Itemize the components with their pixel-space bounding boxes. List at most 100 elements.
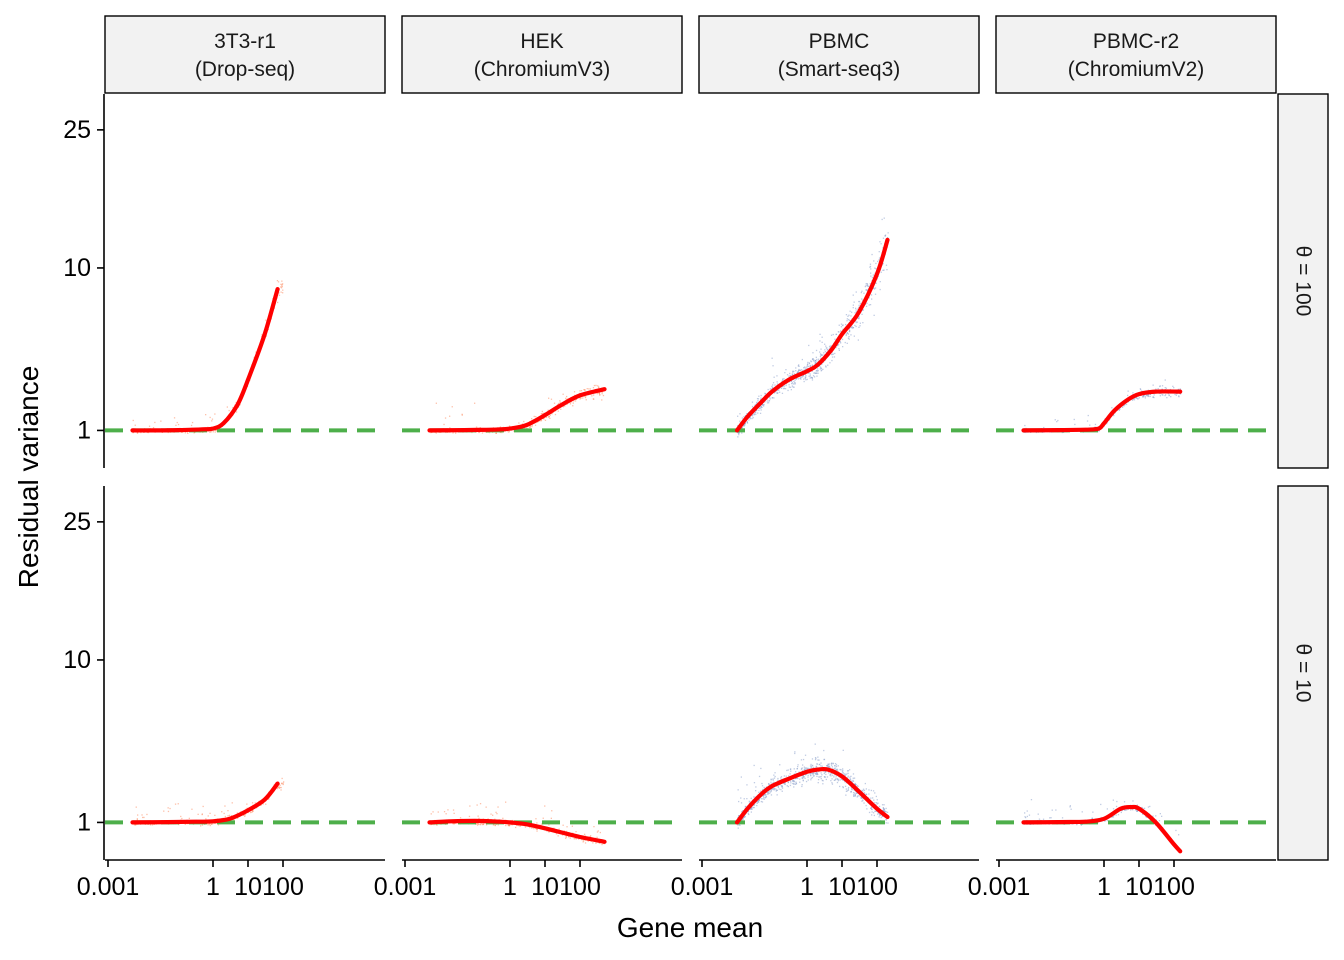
data-point — [481, 822, 483, 824]
data-point — [822, 783, 824, 785]
data-point — [1164, 394, 1166, 397]
data-point — [588, 388, 590, 390]
data-point — [565, 835, 567, 837]
data-point — [865, 305, 868, 307]
data-point — [574, 837, 576, 840]
data-point — [819, 763, 821, 766]
data-point — [806, 768, 809, 771]
data-point — [816, 375, 818, 377]
data-point — [858, 317, 860, 319]
column-title-2: PBMC — [809, 30, 870, 53]
data-point — [864, 285, 866, 288]
data-point — [738, 434, 740, 436]
data-point — [873, 814, 875, 817]
data-point — [793, 373, 796, 375]
data-point — [810, 767, 812, 769]
data-point — [558, 828, 560, 830]
data-point — [568, 836, 570, 838]
data-point — [748, 802, 751, 804]
data-point — [794, 783, 797, 785]
data-point — [836, 781, 839, 784]
data-point — [804, 373, 807, 376]
data-point — [856, 792, 858, 794]
data-point — [762, 794, 765, 797]
data-point — [1167, 393, 1169, 395]
data-point — [779, 764, 781, 766]
data-point — [177, 803, 179, 805]
data-point — [478, 431, 480, 434]
data-point — [763, 405, 765, 407]
data-point — [814, 759, 817, 761]
data-point — [879, 281, 881, 283]
data-point — [793, 780, 795, 783]
data-point — [767, 388, 769, 391]
data-point — [820, 370, 822, 372]
data-point — [811, 765, 813, 767]
data-point — [447, 809, 449, 811]
data-point — [870, 797, 872, 799]
data-point — [876, 799, 878, 801]
data-point — [789, 375, 791, 377]
data-point — [797, 371, 799, 373]
data-point — [765, 796, 767, 798]
data-point — [519, 825, 521, 827]
data-point — [1136, 804, 1138, 806]
data-point — [783, 782, 785, 784]
column-strip-3: PBMC-r2 (ChromiumV2) — [995, 15, 1277, 94]
data-point — [505, 824, 507, 827]
data-point — [777, 785, 779, 787]
data-point — [763, 798, 765, 800]
data-point — [221, 811, 223, 813]
data-point — [1038, 818, 1041, 820]
data-point — [817, 779, 820, 781]
data-point — [781, 385, 783, 388]
data-point — [823, 758, 825, 761]
data-point — [1127, 394, 1129, 397]
data-point — [153, 823, 155, 825]
data-point — [781, 387, 783, 389]
data-point — [861, 800, 863, 802]
data-point — [550, 398, 553, 400]
data-point — [573, 391, 576, 393]
data-point — [810, 360, 812, 362]
data-point — [521, 423, 524, 425]
data-point — [598, 842, 600, 844]
data-point — [756, 398, 759, 400]
data-point — [756, 801, 759, 803]
data-point — [848, 786, 850, 789]
data-point — [828, 772, 830, 774]
data-point — [760, 406, 762, 408]
data-point — [492, 824, 495, 826]
data-point — [866, 289, 868, 291]
data-point — [876, 803, 878, 805]
data-point — [771, 397, 774, 399]
data-point — [1026, 815, 1028, 818]
data-point — [820, 348, 822, 350]
data-point — [861, 290, 863, 292]
data-point — [482, 823, 484, 825]
data-point — [840, 330, 842, 332]
data-point — [815, 349, 818, 352]
data-point — [597, 830, 599, 832]
column-subtitle-0: (Drop-seq) — [195, 58, 295, 81]
data-point — [1170, 396, 1172, 398]
data-point — [848, 338, 850, 340]
data-point — [555, 833, 558, 835]
data-point — [755, 790, 757, 792]
data-point — [1136, 397, 1138, 399]
data-point — [878, 816, 880, 818]
data-point — [887, 822, 889, 824]
data-point — [796, 377, 798, 379]
data-point — [209, 812, 211, 814]
trend-line — [1021, 389, 1183, 433]
data-point — [789, 780, 792, 782]
data-point — [597, 385, 599, 387]
data-point — [534, 424, 537, 426]
data-point — [281, 777, 283, 780]
data-point — [569, 402, 571, 404]
data-point — [875, 795, 877, 798]
data-point — [201, 813, 203, 816]
data-point — [764, 794, 766, 796]
data-point — [849, 330, 851, 332]
data-point — [758, 409, 760, 411]
